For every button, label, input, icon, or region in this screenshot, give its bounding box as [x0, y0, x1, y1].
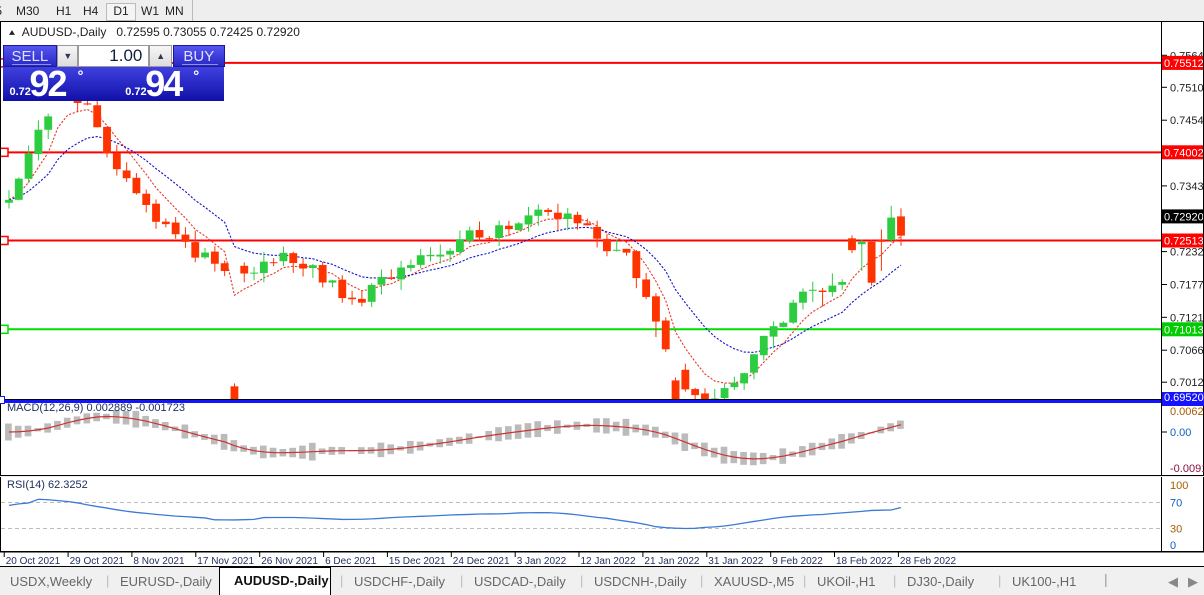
svg-text:28 Feb 2022: 28 Feb 2022 — [900, 556, 957, 566]
svg-text:9 Feb 2022: 9 Feb 2022 — [772, 556, 823, 566]
svg-text:0: 0 — [1170, 540, 1176, 552]
svg-text:0.75512: 0.75512 — [1164, 58, 1204, 70]
svg-text:24 Dec 2021: 24 Dec 2021 — [453, 556, 510, 566]
svg-text:18 Feb 2022: 18 Feb 2022 — [836, 556, 893, 566]
svg-text:0.72325: 0.72325 — [1170, 247, 1204, 259]
svg-text:0.72513: 0.72513 — [1164, 236, 1204, 248]
svg-text:12 Jan 2022: 12 Jan 2022 — [581, 556, 636, 566]
svg-text:26 Nov 2021: 26 Nov 2021 — [261, 556, 318, 566]
svg-text:0.74002: 0.74002 — [1164, 147, 1204, 159]
svg-text:8 Nov 2021: 8 Nov 2021 — [133, 556, 185, 566]
svg-text:3 Jan 2022: 3 Jan 2022 — [517, 556, 567, 566]
svg-text:0.00: 0.00 — [1170, 427, 1191, 439]
svg-text:20 Oct 2021: 20 Oct 2021 — [6, 556, 61, 566]
svg-text:21 Jan 2022: 21 Jan 2022 — [644, 556, 699, 566]
svg-text:6 Dec 2021: 6 Dec 2021 — [325, 556, 377, 566]
svg-text:0.71013: 0.71013 — [1164, 324, 1204, 336]
svg-text:0.006201: 0.006201 — [1170, 406, 1204, 418]
svg-text:0.73435: 0.73435 — [1170, 181, 1204, 193]
svg-text:MACD(12,26,9) 0.002889 -0.0017: MACD(12,26,9) 0.002889 -0.001723 — [7, 402, 185, 414]
svg-text:29 Oct 2021: 29 Oct 2021 — [70, 556, 125, 566]
svg-text:17 Nov 2021: 17 Nov 2021 — [197, 556, 254, 566]
svg-text:30: 30 — [1170, 524, 1182, 536]
svg-text:70: 70 — [1170, 498, 1182, 510]
svg-text:0.74545: 0.74545 — [1170, 115, 1204, 127]
svg-text:-0.00919: -0.00919 — [1170, 463, 1204, 475]
svg-text:15 Dec 2021: 15 Dec 2021 — [389, 556, 446, 566]
svg-text:RSI(14) 62.3252: RSI(14) 62.3252 — [7, 479, 88, 491]
svg-text:31 Jan 2022: 31 Jan 2022 — [708, 556, 763, 566]
svg-text:100: 100 — [1170, 480, 1188, 492]
svg-text:0.72920: 0.72920 — [1164, 211, 1204, 223]
